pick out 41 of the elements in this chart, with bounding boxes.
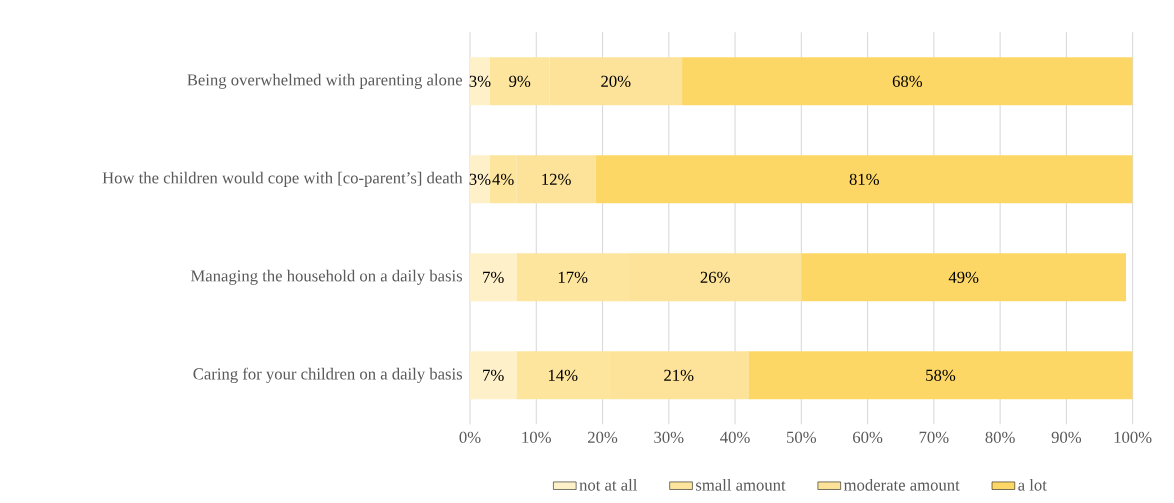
bar [682,57,1133,106]
legend-label: a lot [1018,478,1047,491]
bar [748,351,1133,400]
x-tick-label: 50% [787,431,817,444]
x-tick-label: 30% [654,431,684,444]
data-label: 58% [926,369,956,381]
data-label: 26% [700,271,730,283]
data-label: 21% [664,369,694,381]
x-tick-label: 40% [720,431,750,444]
data-label: 3% [469,173,491,185]
data-label: 14% [548,369,578,381]
y-tick-label: Being overwhelmed with parenting alone [187,73,463,89]
bar [595,155,1133,204]
x-tick-label: 0% [459,431,481,444]
data-label: 9% [509,75,531,87]
x-tick-label: 70% [919,431,949,444]
bar [470,351,517,400]
data-label: 20% [601,75,631,87]
data-label: 7% [483,271,504,283]
x-tick-label: 90% [1051,431,1082,444]
y-tick-label: Managing the household on a daily basis [190,269,463,285]
data-label: 49% [948,271,979,283]
data-label: 12% [542,173,571,185]
data-label: 68% [892,75,923,87]
legend-label: not at all [579,478,638,491]
x-tick-label: 60% [853,431,883,444]
bar [801,253,1127,302]
y-tick-label: Caring for your children on a daily basis [193,367,463,383]
legend-label: moderate amount [843,478,960,491]
data-label: 17% [558,271,588,283]
data-label: 3% [469,75,491,87]
x-tick-label: 100% [1114,431,1152,444]
data-label: 7% [483,369,504,381]
legend-label: small amount [696,478,786,491]
data-label: 81% [849,173,879,185]
bar [470,253,517,302]
x-tick-label: 20% [587,431,618,444]
x-tick-label: 80% [985,431,1015,444]
x-tick-label: 10% [522,431,551,444]
y-tick-label: How the children would cope with [co-parent’s] death [102,171,463,187]
data-label: 4% [492,173,514,185]
